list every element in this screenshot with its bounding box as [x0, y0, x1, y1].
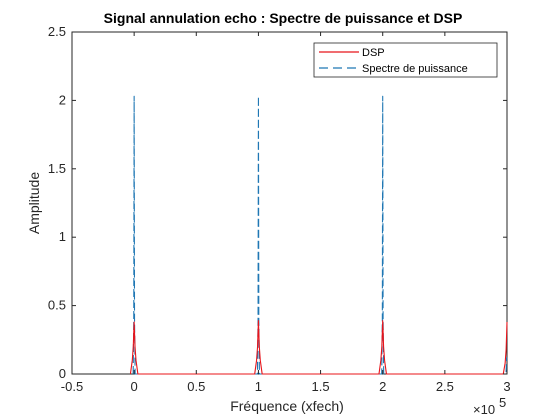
- y-tick-label: 2.5: [48, 24, 66, 39]
- x-axis-label: Fréquence (xfech): [230, 398, 344, 414]
- y-axis-label: Amplitude: [26, 172, 42, 234]
- y-axis: 0 0.5 1 1.5 2 2.5: [48, 24, 507, 381]
- legend: DSP Spectre de puissance: [313, 42, 498, 78]
- series-layer: [129, 95, 508, 375]
- x-tick-label: 3: [503, 379, 510, 394]
- x-axis-exponent: ×10 5: [473, 395, 506, 417]
- chart-title: Signal annulation echo : Spectre de puis…: [104, 10, 463, 26]
- y-tick-label: 0: [59, 366, 66, 381]
- x-tick-label: -0.5: [61, 379, 83, 394]
- legend-label-spectre: Spectre de puissance: [362, 63, 468, 75]
- x-tick-label: 0: [131, 379, 138, 394]
- series-line-dsp: [129, 320, 508, 375]
- x-tick-label: 2.5: [436, 379, 454, 394]
- x-exponent-base: ×10: [473, 402, 495, 417]
- x-tick-label: 0.5: [187, 379, 205, 394]
- plot-area: -0.5 0 0.5 1 1.5 2 2.5 3 00.511.522.5: [48, 24, 511, 394]
- legend-label-dsp: DSP: [362, 47, 385, 59]
- x-axis: -0.5 0 0.5 1 1.5 2 2.5 3: [61, 32, 511, 394]
- x-exponent-power: 5: [499, 395, 506, 410]
- y-tick-label: 1: [59, 229, 66, 244]
- x-tick-label: 2: [379, 379, 386, 394]
- x-tick-label: 1: [255, 379, 262, 394]
- y-tick-label: 2: [59, 92, 66, 107]
- x-tick-label: 1.5: [312, 379, 330, 394]
- y-tick-label: 1.5: [48, 161, 66, 176]
- y-tick-label: 0.5: [48, 298, 66, 313]
- plot-frame: [71, 31, 508, 375]
- legend-box: [313, 42, 498, 78]
